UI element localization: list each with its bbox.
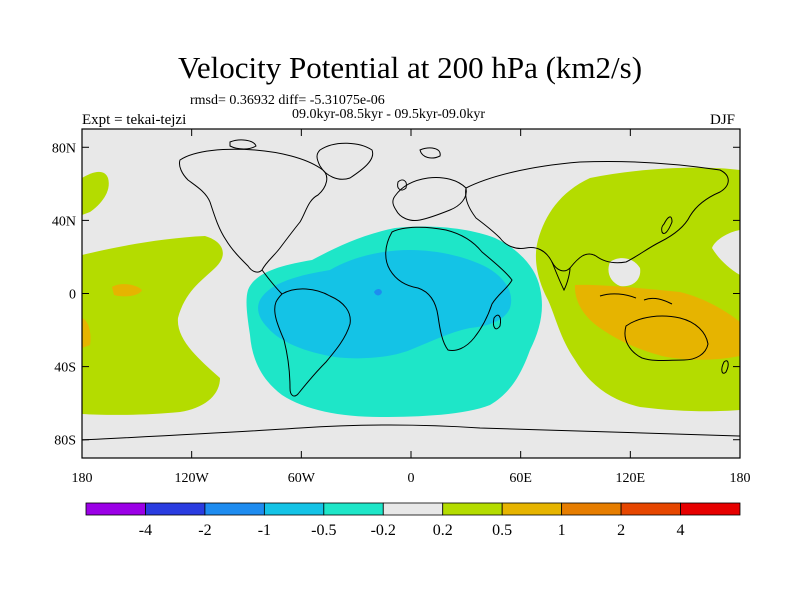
- colorbar-label: -1: [258, 522, 271, 539]
- stats-line: rmsd= 0.36932 diff= -5.31075e-06: [190, 93, 385, 108]
- lat-tick-label: 40S: [54, 361, 76, 376]
- map-plot-area: [82, 129, 740, 458]
- colorbar-swatch: [620, 502, 681, 516]
- lon-tick-label: 180: [72, 471, 93, 486]
- colorbar-label: -0.5: [311, 522, 336, 539]
- colorbar-swatch: [442, 502, 503, 516]
- colorbar-swatch: [382, 502, 444, 516]
- colorbar-label: -4: [139, 522, 152, 539]
- season-label: DJF: [710, 112, 736, 128]
- colorbar-swatch: [501, 502, 563, 516]
- lat-tick-label: 80N: [52, 141, 76, 156]
- lat-tick-label: 80S: [54, 434, 76, 449]
- period-line: 09.0kyr-08.5kyr - 09.5kyr-09.0kyr: [292, 107, 486, 122]
- lon-tick-label: 120W: [175, 471, 210, 486]
- lat-tick-label: 40N: [52, 214, 76, 229]
- lon-tick-label: 0: [408, 471, 415, 486]
- lon-tick-label: 60E: [509, 471, 532, 486]
- colorbar-swatch: [680, 502, 741, 516]
- colorbar-label: 1: [558, 522, 566, 539]
- colorbar-swatch: [561, 502, 622, 516]
- lat-tick-label: 0: [69, 288, 76, 303]
- experiment-label: Expt = tekai-tejzi: [82, 112, 187, 128]
- colorbar-swatch: [204, 502, 265, 516]
- coastlines: [82, 139, 740, 441]
- contour-gap-west-pacific: [608, 258, 641, 287]
- latitude-axis: 80N 40N 0 40S 80S: [52, 141, 740, 449]
- contour-positive-core-maritime: [574, 284, 740, 360]
- contour-positive-north-pacific: [82, 171, 109, 215]
- contour-negative-core: [374, 289, 382, 296]
- colorbar-swatch: [323, 502, 384, 516]
- colorbar-label: 0.5: [492, 522, 512, 539]
- map-title: Velocity Potential at 200 hPa (km2/s): [177, 50, 643, 85]
- lon-tick-label: 120E: [616, 471, 646, 486]
- colorbar-label: 0.2: [433, 522, 453, 539]
- longitude-axis: 180 120W 60W 0 60E 120E 180: [72, 129, 751, 486]
- contour-positive-core-west-edge: [82, 318, 91, 348]
- colorbar-swatch: [263, 502, 325, 516]
- lon-tick-label: 60W: [288, 471, 316, 486]
- contour-positive-core-pacific: [112, 284, 142, 297]
- contour-positive-pacific-east: [82, 236, 223, 415]
- colorbar: -4 -2 -1 -0.5 -0.2 0.2 0.5 1 2 4: [85, 502, 741, 539]
- colorbar-label: -0.2: [371, 522, 396, 539]
- colorbar-label: 4: [677, 522, 685, 539]
- lon-tick-label: 180: [730, 471, 751, 486]
- colorbar-label: 2: [617, 522, 625, 539]
- colorbar-swatch: [85, 502, 146, 516]
- colorbar-swatch: [145, 502, 206, 516]
- contour-negative-mid: [258, 250, 512, 359]
- colorbar-label: -2: [198, 522, 211, 539]
